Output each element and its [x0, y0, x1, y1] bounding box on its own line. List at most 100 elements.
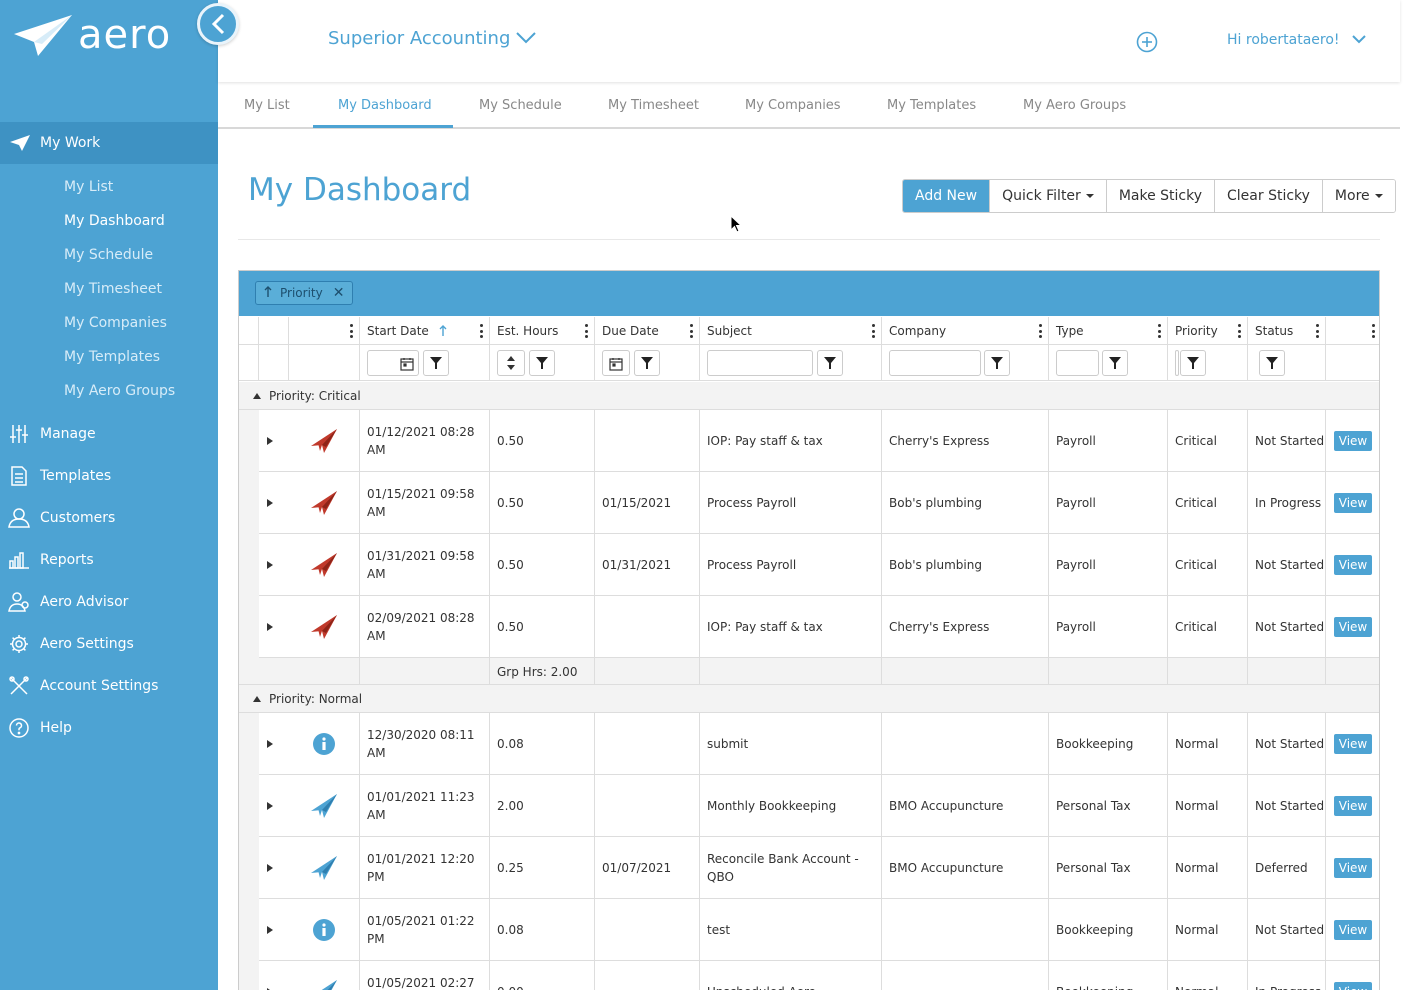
row-expander[interactable]: [259, 410, 289, 472]
column-menu-icon[interactable]: [585, 324, 588, 338]
row-expander[interactable]: [259, 472, 289, 534]
row-expander[interactable]: [259, 961, 289, 990]
table-row[interactable]: 01/12/2021 08:28 AM 0.50 IOP: Pay staff & t…: [239, 410, 1379, 472]
priority-filter-input[interactable]: [1175, 350, 1179, 376]
tab-my-list[interactable]: My List: [244, 98, 290, 113]
subject-filter-input[interactable]: [707, 350, 813, 376]
expand-triangle-icon[interactable]: [267, 561, 273, 569]
sidebar-item-reports[interactable]: Reports: [8, 548, 218, 572]
sidebar-subitem-my-companies[interactable]: My Companies: [64, 315, 167, 331]
table-row[interactable]: 01/01/2021 11:23 AM 2.00 Monthly Bookkeepin…: [239, 775, 1379, 837]
more-button[interactable]: More: [1321, 180, 1395, 212]
company-filter-input[interactable]: [889, 350, 981, 376]
sidebar-section-my-work[interactable]: My Work: [0, 122, 218, 164]
calendar-icon[interactable]: [609, 356, 623, 375]
filter-icon[interactable]: [1180, 350, 1206, 376]
column-menu-icon[interactable]: [1316, 324, 1319, 338]
expand-triangle-icon[interactable]: [267, 623, 273, 631]
expand-triangle-icon[interactable]: [267, 437, 273, 445]
view-button[interactable]: View: [1334, 493, 1372, 513]
row-expander[interactable]: [259, 899, 289, 961]
collapse-triangle-icon[interactable]: [253, 392, 261, 399]
sidebar-subitem-my-templates[interactable]: My Templates: [64, 349, 160, 365]
hours-stepper[interactable]: [497, 350, 525, 376]
sidebar-subitem-my-dashboard[interactable]: My Dashboard: [64, 213, 165, 229]
tab-my-schedule[interactable]: My Schedule: [479, 98, 562, 113]
filter-icon[interactable]: [984, 350, 1010, 376]
view-button[interactable]: View: [1334, 920, 1372, 940]
column-menu-icon[interactable]: [480, 324, 483, 338]
column-menu-icon[interactable]: [690, 324, 693, 338]
header-subject[interactable]: Subject: [700, 317, 882, 345]
calendar-icon[interactable]: [400, 356, 414, 375]
view-button[interactable]: View: [1334, 555, 1372, 575]
expand-triangle-icon[interactable]: [267, 988, 273, 990]
view-button[interactable]: View: [1334, 858, 1372, 878]
sidebar-item-customers[interactable]: Customers: [8, 506, 218, 530]
group-header-critical[interactable]: Priority: Critical: [239, 382, 1379, 410]
table-row[interactable]: 01/15/2021 09:58 AM 0.50 01/15/2021 Process …: [239, 472, 1379, 534]
row-expander[interactable]: [259, 775, 289, 837]
company-switcher[interactable]: Superior Accounting: [328, 28, 537, 49]
sidebar-item-account-settings[interactable]: Account Settings: [8, 674, 218, 698]
user-menu[interactable]: Hi robertataero!: [1227, 32, 1366, 48]
collapse-sidebar-button[interactable]: [197, 3, 239, 45]
table-row[interactable]: 01/31/2021 09:58 AM 0.50 01/31/2021 Process …: [239, 534, 1379, 596]
column-menu-icon[interactable]: [1039, 324, 1042, 338]
column-menu-icon[interactable]: [1158, 324, 1161, 338]
row-expander[interactable]: [259, 596, 289, 658]
expand-triangle-icon[interactable]: [267, 802, 273, 810]
sidebar-item-aero-advisor[interactable]: Aero Advisor: [8, 590, 218, 614]
header-icon-column[interactable]: [289, 317, 360, 345]
table-row[interactable]: 01/01/2021 12:20 PM 0.25 01/07/2021 Reconcil…: [239, 837, 1379, 899]
view-button[interactable]: View: [1334, 796, 1372, 816]
filter-icon[interactable]: [529, 350, 555, 376]
make-sticky-button[interactable]: Make Sticky: [1105, 180, 1214, 212]
aero-logo[interactable]: aero: [12, 10, 171, 60]
header-due-date[interactable]: Due Date: [595, 317, 700, 345]
due-date-filter-input[interactable]: [602, 350, 630, 376]
sidebar-item-templates[interactable]: Templates: [8, 464, 218, 488]
sidebar-subitem-my-list[interactable]: My List: [64, 179, 114, 195]
filter-icon[interactable]: [423, 350, 449, 376]
header-actions[interactable]: [1326, 317, 1379, 345]
add-circle-icon[interactable]: [1136, 31, 1158, 57]
column-menu-icon[interactable]: [1238, 324, 1241, 338]
table-row[interactable]: 01/05/2021 02:27PM0.00 Unscheduled Aero Bo…: [239, 961, 1379, 990]
sidebar-subitem-my-schedule[interactable]: My Schedule: [64, 247, 154, 263]
header-start-date[interactable]: Start Date: [360, 317, 490, 345]
tab-my-templates[interactable]: My Templates: [887, 98, 977, 113]
filter-icon[interactable]: [634, 350, 660, 376]
tab-my-aero-groups[interactable]: My Aero Groups: [1023, 98, 1127, 113]
add-new-button[interactable]: Add New: [903, 180, 990, 212]
filter-icon[interactable]: [1259, 350, 1285, 376]
view-button[interactable]: View: [1334, 982, 1372, 990]
group-chip-priority[interactable]: Priority ✕: [255, 281, 354, 305]
header-type[interactable]: Type: [1049, 317, 1168, 345]
row-expander[interactable]: [259, 713, 289, 775]
quick-filter-button[interactable]: Quick Filter: [989, 180, 1106, 212]
clear-sticky-button[interactable]: Clear Sticky: [1214, 180, 1322, 212]
remove-group-icon[interactable]: ✕: [332, 285, 345, 301]
view-button[interactable]: View: [1334, 431, 1372, 451]
header-priority[interactable]: Priority: [1168, 317, 1248, 345]
header-status[interactable]: Status: [1248, 317, 1326, 345]
expand-triangle-icon[interactable]: [267, 499, 273, 507]
expand-triangle-icon[interactable]: [267, 864, 273, 872]
expand-triangle-icon[interactable]: [267, 926, 273, 934]
table-row[interactable]: 12/30/2020 08:11 AM 0.08 submit Bookkeeping N…: [239, 713, 1379, 775]
view-button[interactable]: View: [1334, 617, 1372, 637]
start-date-filter-input[interactable]: [367, 350, 419, 376]
column-menu-icon[interactable]: [1372, 324, 1375, 338]
type-filter-input[interactable]: [1056, 350, 1099, 376]
column-menu-icon[interactable]: [872, 324, 875, 338]
table-row[interactable]: 01/05/2021 01:22 PM 0.08 test Bookkeeping Nor…: [239, 899, 1379, 961]
table-row[interactable]: 02/09/2021 08:28 AM 0.50 IOP: Pay staff & t…: [239, 596, 1379, 658]
tab-my-companies[interactable]: My Companies: [745, 98, 841, 113]
sidebar-item-help[interactable]: Help: [8, 716, 218, 740]
expand-triangle-icon[interactable]: [267, 740, 273, 748]
header-company[interactable]: Company: [882, 317, 1049, 345]
header-est-hours[interactable]: Est. Hours: [490, 317, 595, 345]
tab-my-dashboard[interactable]: My Dashboard: [338, 98, 432, 113]
column-menu-icon[interactable]: [350, 324, 353, 338]
